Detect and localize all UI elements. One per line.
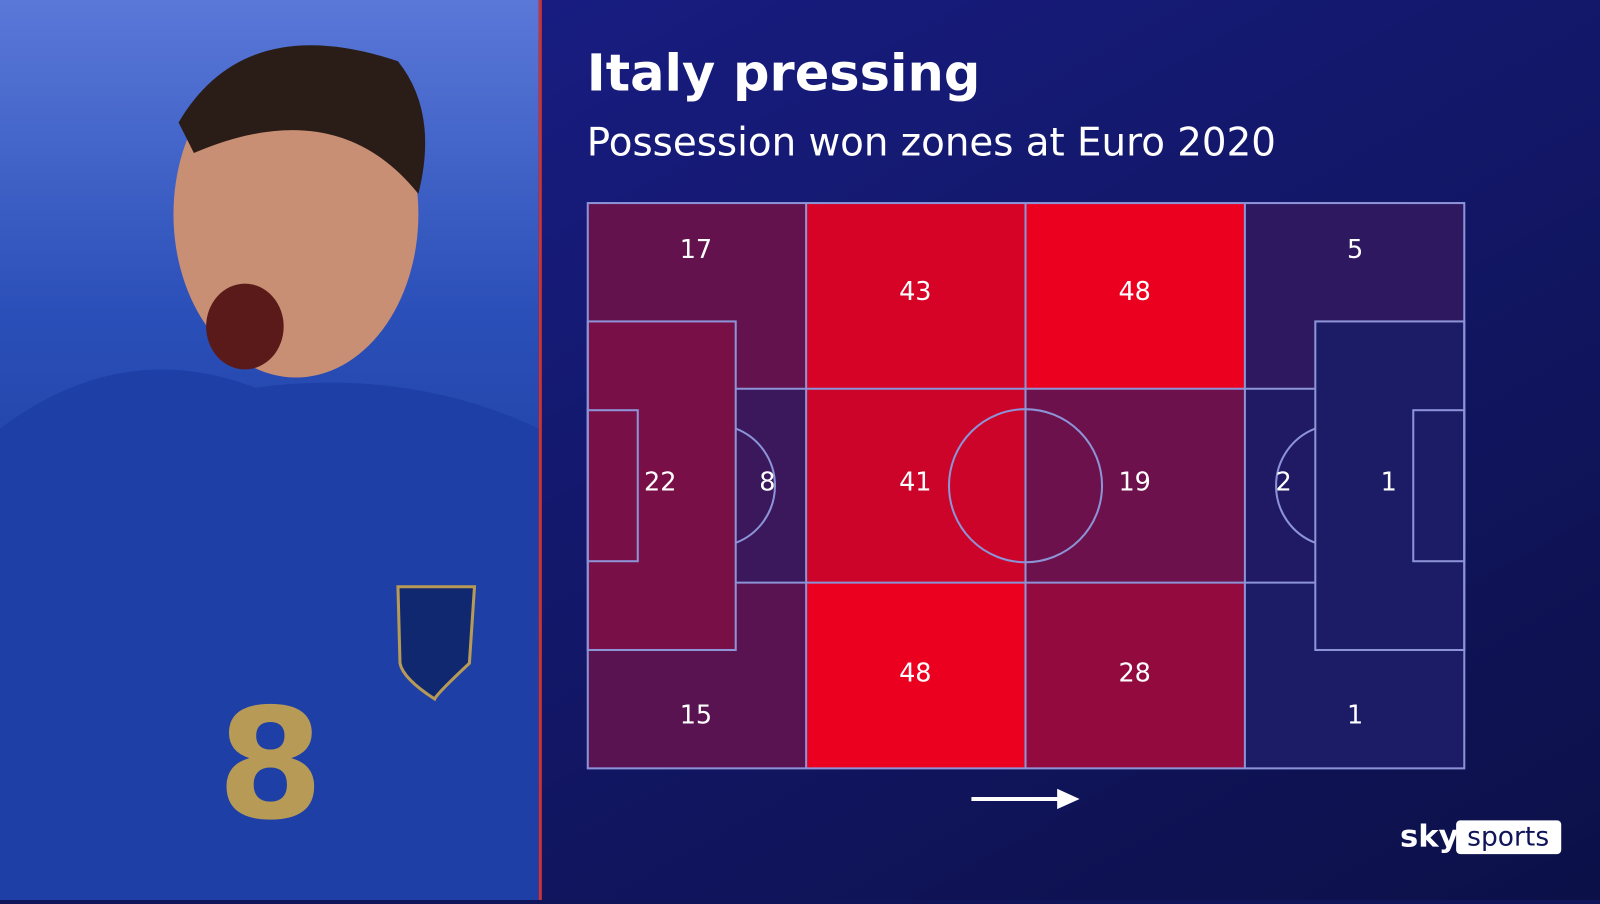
zone-label: 43 xyxy=(899,277,931,307)
zone xyxy=(587,321,736,650)
zone xyxy=(1025,582,1245,769)
direction-arrow xyxy=(971,788,1080,810)
zone-label: 15 xyxy=(680,700,712,730)
zone xyxy=(1244,388,1316,583)
logo-sky: sky xyxy=(1400,819,1459,854)
pitch-lines xyxy=(586,202,1466,770)
zone xyxy=(806,203,1026,389)
zone-label: 5 xyxy=(1347,235,1363,265)
pitch-zones xyxy=(587,203,1465,769)
zone-label: 8 xyxy=(759,468,775,498)
zone-label: 17 xyxy=(680,235,712,265)
zone-label: 1 xyxy=(1381,468,1397,498)
zone-label: 48 xyxy=(899,658,931,688)
zone-label: 48 xyxy=(1118,277,1150,307)
zone-labels: 17 43 48 5 22 8 41 19 2 1 15 48 28 1 xyxy=(644,235,1397,730)
zone xyxy=(806,582,1026,769)
logo-sports: sports xyxy=(1467,821,1549,852)
zone-label: 22 xyxy=(644,468,676,498)
zone xyxy=(806,388,1026,583)
zone xyxy=(1025,388,1245,583)
logo-box xyxy=(1456,820,1562,855)
zone-label: 28 xyxy=(1118,658,1150,688)
zone-label: 1 xyxy=(1347,700,1363,730)
zone-label: 2 xyxy=(1276,468,1292,498)
zone xyxy=(1025,203,1245,389)
svg-text:8: 8 xyxy=(217,676,324,854)
zone xyxy=(735,388,807,583)
zone-label: 19 xyxy=(1118,468,1150,498)
zone-label: 41 xyxy=(899,468,931,498)
title: Italy pressing xyxy=(587,45,981,104)
photo: 8 xyxy=(0,0,542,900)
zone xyxy=(1315,321,1465,650)
subtitle: Possession won zones at Euro 2020 xyxy=(587,120,1276,165)
